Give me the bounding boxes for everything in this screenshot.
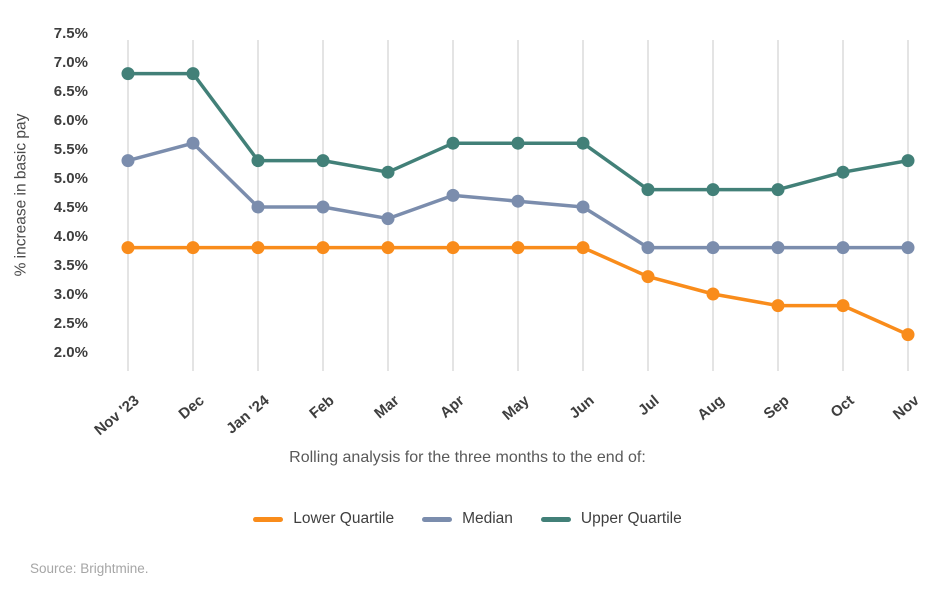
legend: Lower Quartile Median Upper Quartile [0,510,935,528]
data-point-upper-quartile[interactable] [381,165,395,179]
data-point-upper-quartile[interactable] [706,183,720,197]
legend-item-median[interactable]: Median [422,510,513,528]
data-point-upper-quartile[interactable] [641,183,655,197]
x-tick-label: Mar [371,392,402,422]
data-point-upper-quartile[interactable] [771,183,785,197]
data-point-median[interactable] [316,200,330,214]
x-tick-label: Feb [306,392,337,422]
y-axis-title: % increase in basic pay [12,113,29,277]
y-tick-label: 6.0% [54,112,88,129]
y-tick-label: 2.0% [54,344,88,361]
data-point-median[interactable] [251,200,265,214]
x-tick-label: Nov '23 [91,392,142,439]
data-point-upper-quartile[interactable] [836,165,850,179]
data-point-lower-quartile[interactable] [381,241,395,255]
legend-item-upper-quartile[interactable]: Upper Quartile [540,510,682,528]
y-tick-label: 3.0% [54,286,88,303]
data-point-upper-quartile[interactable] [316,154,330,168]
data-point-median[interactable] [576,200,590,214]
legend-swatch-median [422,516,453,522]
data-point-median[interactable] [641,241,655,255]
x-tick-label: Sep [761,392,793,423]
x-axis-title: Rolling analysis for the three months to… [289,449,646,466]
x-tick-label: Apr [437,392,468,422]
y-tick-label: 6.5% [54,83,88,100]
y-axis-title-wrap: % increase in basic pay [0,30,44,360]
legend-item-lower-quartile[interactable]: Lower Quartile [253,510,394,528]
y-tick-label: 5.5% [54,141,88,158]
data-point-lower-quartile[interactable] [641,270,655,284]
data-point-upper-quartile[interactable] [251,154,265,168]
data-point-upper-quartile[interactable] [901,154,915,168]
x-tick-label: May [499,392,533,424]
y-tick-label: 5.0% [54,170,88,187]
data-point-median[interactable] [381,212,395,226]
data-point-median[interactable] [186,136,200,150]
x-tick-label: Aug [694,392,727,424]
data-point-lower-quartile[interactable] [316,241,330,255]
line-chart: Nov '23 Dec Jan '24 Feb Mar Apr May Jun Jul Aug Se… [54,25,923,439]
data-point-median[interactable] [706,241,720,255]
data-point-median[interactable] [511,194,525,208]
x-tick-label: Jul [635,392,663,419]
data-point-median[interactable] [771,241,785,255]
x-tick-label: Nov [890,392,923,424]
data-point-lower-quartile[interactable] [706,287,720,301]
y-tick-label: 4.5% [54,199,88,216]
x-tick-label: Dec [176,392,208,423]
data-point-median[interactable] [121,154,135,168]
data-point-median[interactable] [901,241,915,255]
x-tick-label: Oct [827,392,857,421]
data-point-median[interactable] [836,241,850,255]
y-tick-label: 3.5% [54,257,88,274]
data-point-upper-quartile[interactable] [121,67,135,81]
y-tick-label: 7.0% [54,54,88,71]
x-tick-label: Jun [566,392,597,422]
data-point-upper-quartile[interactable] [511,136,525,150]
data-point-lower-quartile[interactable] [446,241,460,255]
data-point-lower-quartile[interactable] [511,241,525,255]
data-point-median[interactable] [446,188,460,202]
data-point-lower-quartile[interactable] [576,241,590,255]
data-point-lower-quartile[interactable] [186,241,200,255]
data-point-upper-quartile[interactable] [186,67,200,81]
y-tick-label: 2.5% [54,315,88,332]
data-point-lower-quartile[interactable] [901,328,915,342]
legend-swatch-lower-quartile [253,516,284,522]
legend-label: Upper Quartile [580,510,682,527]
legend-swatch-upper-quartile [540,516,571,522]
data-point-lower-quartile[interactable] [251,241,265,255]
legend-label: Lower Quartile [293,510,395,527]
legend-label: Median [462,510,513,527]
data-point-lower-quartile[interactable] [121,241,135,255]
y-tick-label: 4.0% [54,228,88,245]
source-note: Source: Brightmine. [30,561,149,576]
y-tick-label: 7.5% [54,25,88,42]
data-point-upper-quartile[interactable] [446,136,460,150]
x-tick-label: Jan '24 [223,392,273,438]
data-point-upper-quartile[interactable] [576,136,590,150]
data-point-lower-quartile[interactable] [771,299,785,313]
data-point-lower-quartile[interactable] [836,299,850,313]
